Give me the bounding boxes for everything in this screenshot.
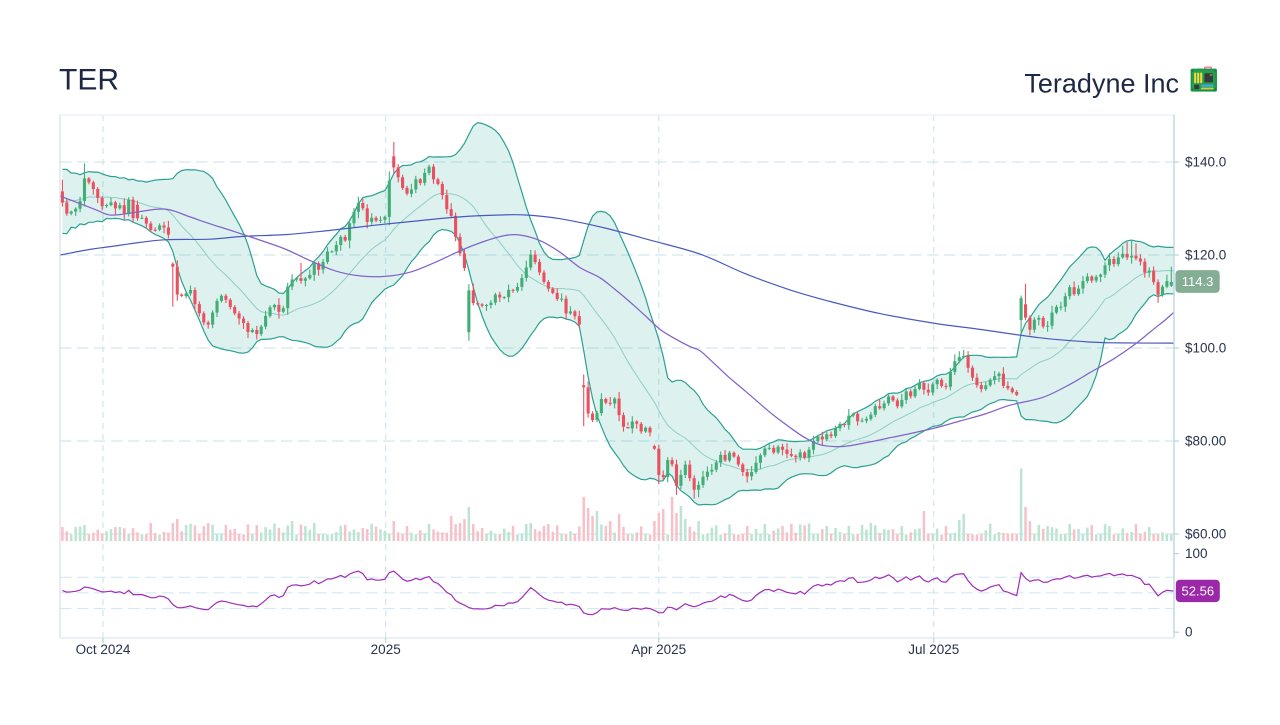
svg-text:100: 100 — [1185, 546, 1208, 561]
svg-text:2025: 2025 — [371, 642, 401, 657]
svg-text:TER: TER — [59, 64, 119, 97]
svg-text:Oct 2024: Oct 2024 — [76, 642, 131, 657]
svg-text:$100.0: $100.0 — [1185, 341, 1226, 356]
svg-text:114.3: 114.3 — [1182, 274, 1214, 289]
svg-text:Jul 2025: Jul 2025 — [908, 642, 959, 657]
svg-text:0: 0 — [1185, 625, 1193, 640]
svg-text:Apr 2025: Apr 2025 — [631, 642, 686, 657]
svg-text:$80.00: $80.00 — [1185, 434, 1226, 449]
svg-text:$140.0: $140.0 — [1185, 155, 1226, 170]
svg-text:52.56: 52.56 — [1182, 584, 1215, 599]
svg-text:$60.00: $60.00 — [1185, 527, 1226, 542]
svg-text:$120.0: $120.0 — [1185, 248, 1226, 263]
svg-text:Teradyne Inc: Teradyne Inc — [1024, 69, 1179, 99]
